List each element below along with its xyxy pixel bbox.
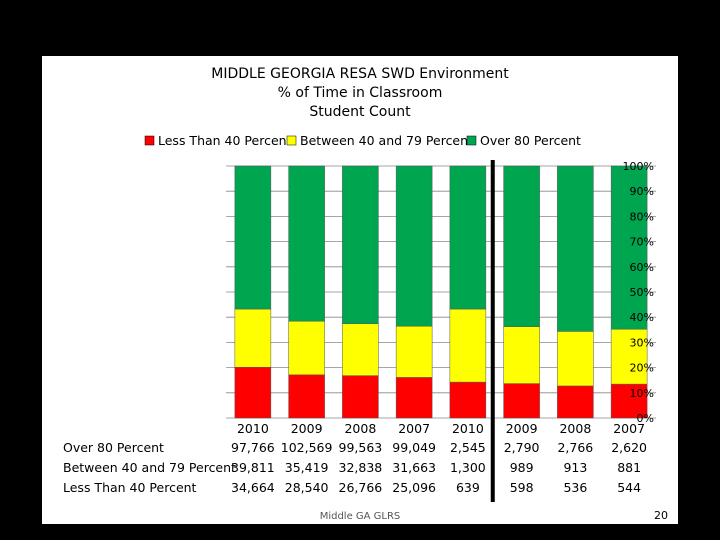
bar-1-series-1 xyxy=(234,367,272,419)
y-tick-label-30pct: 30% xyxy=(630,336,654,349)
y-tick-label-10pct: 10% xyxy=(630,387,654,400)
bar-6-series-1 xyxy=(503,383,540,419)
table-cell-3-5: 639 xyxy=(456,480,480,495)
page-number: 20 xyxy=(654,509,668,522)
table-cell-3-3: 26,766 xyxy=(339,480,383,495)
bar-5-series-1 xyxy=(449,381,487,419)
bar-2-series-2 xyxy=(288,320,325,376)
y-tick-label-20pct: 20% xyxy=(630,362,654,375)
chart-bars xyxy=(234,165,648,419)
y-tick-label-70pct: 70% xyxy=(630,236,654,249)
legend-swatch-3 xyxy=(466,135,477,146)
table-cell-3-7: 536 xyxy=(563,480,587,495)
table-cell-2-7: 913 xyxy=(563,460,587,475)
table-cell-3-1: 34,664 xyxy=(231,480,275,495)
bar-2-series-3 xyxy=(288,165,325,322)
legend-swatch-2 xyxy=(286,135,297,146)
table-cell-1-6: 2,790 xyxy=(504,440,540,455)
bar-4-series-1 xyxy=(395,377,433,419)
table-header-4: 2007 xyxy=(398,421,430,436)
chart-title-line-3: Student Count xyxy=(309,104,411,120)
bar-2-series-1 xyxy=(288,374,325,419)
y-tick-label-50pct: 50% xyxy=(630,286,654,299)
bar-6-series-2 xyxy=(503,326,540,384)
stacked-percent-bar-chart: MIDDLE GEORGIA RESA SWD Environment % of… xyxy=(63,66,668,522)
legend-label-3: Over 80 Percent xyxy=(480,133,581,148)
table-header-5: 2010 xyxy=(452,421,484,436)
table-row-label-3: Less Than 40 Percent xyxy=(63,480,197,495)
table-cell-1-1: 97,766 xyxy=(231,440,275,455)
table-row-label-1: Over 80 Percent xyxy=(63,440,164,455)
table-row-label-2: Between 40 and 79 Percent xyxy=(63,460,236,475)
table-cell-2-1: 39,811 xyxy=(231,460,275,475)
bar-8-series-2 xyxy=(610,328,648,385)
y-tick-label-100pct: 100% xyxy=(623,160,654,173)
legend-label-1: Less Than 40 Percent xyxy=(158,133,292,148)
table-header-7: 2008 xyxy=(559,421,591,436)
table-header-8: 2007 xyxy=(613,421,645,436)
table-cell-1-3: 99,563 xyxy=(339,440,383,455)
bar-1-series-2 xyxy=(234,308,272,368)
table-cell-2-6: 989 xyxy=(510,460,534,475)
table-cell-1-2: 102,569 xyxy=(281,440,333,455)
chart-title-line-1: MIDDLE GEORGIA RESA SWD Environment xyxy=(211,66,509,82)
bar-8-series-1 xyxy=(610,383,648,419)
legend-swatch-1 xyxy=(144,135,155,146)
table-cell-1-8: 2,620 xyxy=(611,440,647,455)
bar-3-series-3 xyxy=(342,165,379,324)
slide-panel: MIDDLE GEORGIA RESA SWD Environment % of… xyxy=(42,56,678,524)
table-cell-1-4: 99,049 xyxy=(392,440,436,455)
table-cell-1-5: 2,545 xyxy=(450,440,486,455)
table-cell-2-8: 881 xyxy=(617,460,641,475)
table-cell-3-8: 544 xyxy=(617,480,641,495)
bar-4-series-2 xyxy=(395,325,433,378)
y-tick-label-90pct: 90% xyxy=(630,185,654,198)
table-cell-2-5: 1,300 xyxy=(450,460,486,475)
bar-6-series-3 xyxy=(503,165,540,327)
chart-title-line-2: % of Time in Classroom xyxy=(278,85,443,101)
bar-3-series-2 xyxy=(342,323,379,376)
table-cell-3-2: 28,540 xyxy=(285,480,329,495)
table-cell-2-2: 35,419 xyxy=(285,460,329,475)
table-header-3: 2008 xyxy=(344,421,376,436)
bar-7-series-2 xyxy=(557,331,594,387)
y-tick-label-40pct: 40% xyxy=(630,311,654,324)
legend-label-2: Between 40 and 79 Percent xyxy=(300,133,473,148)
chart-legend: Less Than 40 Percent Between 40 and 79 Pe… xyxy=(144,133,581,148)
table-cell-3-4: 25,096 xyxy=(392,480,436,495)
chart-data-table: 2010 2009 2008 2007 2010 2009 2008 2007 Over 80 … xyxy=(63,421,647,495)
chart-title: MIDDLE GEORGIA RESA SWD Environment % of… xyxy=(211,66,509,120)
bar-7-series-1 xyxy=(557,385,594,419)
footer-text: Middle GA GLRS xyxy=(320,511,401,522)
y-tick-label-60pct: 60% xyxy=(630,261,654,274)
table-cell-2-3: 32,838 xyxy=(339,460,383,475)
table-cell-1-7: 2,766 xyxy=(557,440,593,455)
bar-8-series-3 xyxy=(610,165,648,330)
bar-7-series-3 xyxy=(557,165,594,332)
y-axis-tick-labels: 0% 10% 20% 30% 40% 50% 60% 70% 80% 90% 100% xyxy=(623,160,654,425)
table-header-2: 2009 xyxy=(291,421,323,436)
y-tick-label-0pct: 0% xyxy=(637,412,654,425)
table-cell-3-6: 598 xyxy=(510,480,534,495)
bar-1-series-3 xyxy=(234,165,272,310)
bar-5-series-2 xyxy=(449,308,487,383)
table-header-1: 2010 xyxy=(237,421,269,436)
table-cell-2-4: 31,663 xyxy=(392,460,436,475)
y-tick-label-80pct: 80% xyxy=(630,210,654,223)
bar-5-series-3 xyxy=(449,165,487,310)
bar-3-series-1 xyxy=(342,375,379,419)
bar-4-series-3 xyxy=(395,165,433,327)
table-header-6: 2009 xyxy=(506,421,538,436)
